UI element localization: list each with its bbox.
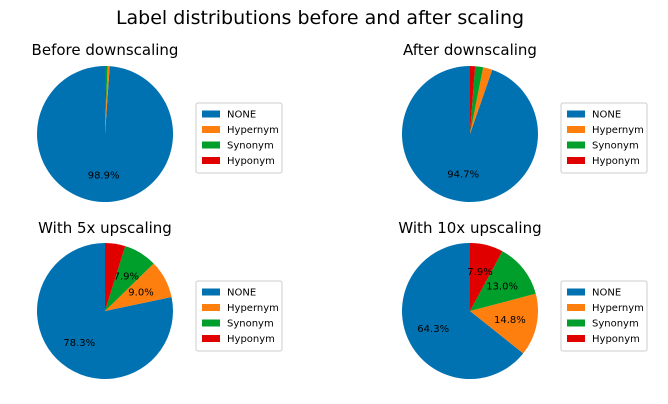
pie-slice-hyponym (105, 243, 126, 311)
pie-title: With 5x upscaling (38, 219, 172, 237)
legend-swatch-none (202, 288, 220, 296)
legend-swatch-synonym (567, 141, 585, 149)
legend-swatch-hyponym (202, 157, 220, 164)
legend-label-hypernym: Hypernym (592, 303, 644, 314)
pie-legend: NONE Hypernym Synonym Hyponym (560, 102, 648, 174)
pie-chart-2: After downscaling 94.7% NONE Hypernym Synony… (401, 41, 648, 202)
legend-swatch-hypernym (567, 126, 585, 133)
pie-value-label: 7.9% (467, 267, 492, 278)
pie-slice-hyponym (470, 243, 503, 311)
legend-label-none: NONE (592, 110, 621, 121)
legend-label-synonym: Synonym (227, 319, 274, 330)
pie-value-label: 7.9% (114, 272, 139, 283)
legend-swatch-none (567, 288, 585, 296)
pie-title: Before downscaling (32, 41, 179, 59)
legend-swatch-hypernym (202, 304, 220, 311)
legend-frame (195, 102, 283, 174)
pie-slice-hyponym (470, 65, 476, 134)
pie-title: After downscaling (403, 41, 537, 59)
pie-slice-none (401, 243, 524, 379)
pie-slice-hypernym (470, 293, 539, 354)
pie-value-label: 13.0% (486, 281, 518, 292)
pie-slice-synonym (105, 66, 108, 134)
legend-label-hypernym: Hypernym (227, 303, 279, 314)
pie-value-label: 94.7% (447, 170, 479, 181)
pie-slice-hypernym (470, 67, 493, 134)
pie-slice-synonym (105, 246, 154, 311)
legend-frame (560, 280, 648, 352)
pie-chart-3: With 5x upscaling 78.3% 9.0% 7.9% NONE Hypern… (36, 219, 283, 379)
legend-frame (195, 280, 283, 352)
pie-slice-none (37, 66, 174, 202)
legend-label-synonym: Synonym (592, 319, 639, 330)
legend-swatch-hypernym (202, 126, 220, 133)
legend-swatch-hypernym (567, 304, 585, 311)
pie-value-label: 78.3% (63, 338, 95, 349)
legend-swatch-hyponym (202, 335, 220, 342)
legend-label-hyponym: Hyponym (592, 334, 640, 345)
pie-value-label: 14.8% (494, 315, 526, 326)
pie-value-label: 64.3% (417, 324, 449, 335)
legend-label-hyponym: Hyponym (227, 334, 275, 345)
pie-slice-synonym (470, 251, 536, 311)
legend-label-synonym: Synonym (592, 141, 639, 152)
legend-label-hypernym: Hypernym (227, 125, 279, 136)
pie-legend: NONE Hypernym Synonym Hyponym (560, 280, 648, 352)
pie-value-label: 9.0% (128, 287, 153, 298)
pie-chart-1: Before downscaling 98.9% NONE Hypernym Synon… (32, 41, 283, 202)
legend-swatch-synonym (567, 319, 585, 327)
pie-slice-hypernym (105, 263, 172, 311)
legend-swatch-synonym (202, 141, 220, 149)
pie-slice-none (401, 65, 538, 202)
legend-label-hypernym: Hypernym (592, 125, 644, 136)
pie-title: With 10x upscaling (398, 219, 541, 237)
legend-frame (560, 102, 648, 174)
pie-slice-synonym (470, 66, 484, 134)
pie-value-label: 98.9% (88, 170, 120, 181)
legend-swatch-none (567, 110, 585, 118)
legend-swatch-none (202, 110, 220, 118)
pie-legend: NONE Hypernym Synonym Hyponym (195, 102, 283, 174)
pie-chart-4: With 10x upscaling 64.3% 14.8% 13.0% 7.9% NON… (398, 219, 648, 379)
pie-slice-hypernym (105, 66, 110, 134)
legend-swatch-synonym (202, 319, 220, 327)
legend-label-synonym: Synonym (227, 141, 274, 152)
pie-slice-none (36, 243, 173, 379)
legend-label-none: NONE (592, 288, 621, 299)
legend-label-hyponym: Hyponym (592, 156, 640, 167)
legend-swatch-hyponym (567, 157, 585, 164)
legend-swatch-hyponym (567, 335, 585, 342)
legend-label-hyponym: Hyponym (227, 156, 275, 167)
figure-title: Label distributions before and after sca… (116, 7, 524, 29)
legend-label-none: NONE (227, 110, 256, 121)
pie-legend: NONE Hypernym Synonym Hyponym (195, 280, 283, 352)
legend-label-none: NONE (227, 288, 256, 299)
pie-slice-hyponym (105, 66, 106, 134)
